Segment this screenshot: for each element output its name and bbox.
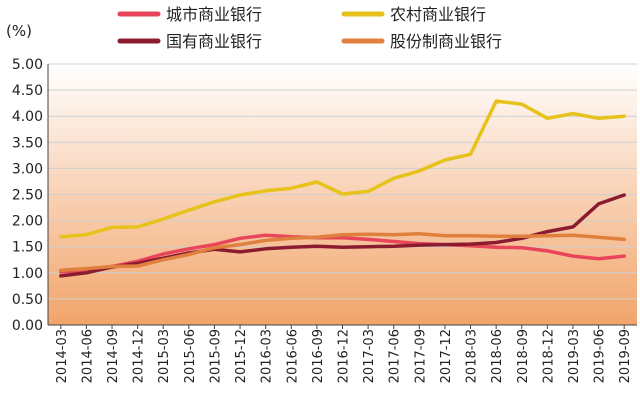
y-tick-label: 4.50 [12, 83, 43, 99]
x-tick-label: 2018-06 [490, 329, 505, 383]
x-tick-label: 2017-09 [413, 329, 428, 383]
y-unit-label: (%) [6, 22, 32, 40]
x-tick-label: 2015-03 [157, 329, 172, 383]
x-tick-label: 2016-03 [260, 329, 275, 383]
legend-label: 股份制商业银行 [390, 32, 502, 51]
x-tick-label: 2015-12 [234, 329, 249, 383]
x-tick-label: 2015-09 [208, 329, 223, 383]
x-tick-label: 2018-09 [516, 329, 531, 383]
x-tick-label: 2016-06 [285, 329, 300, 383]
x-axis: 2014-03 2014-06 2014-09 2014-12 2015-03 2015-… [55, 325, 633, 383]
legend-label: 国有商业银行 [166, 32, 262, 51]
x-tick-label: 2017-12 [439, 329, 454, 383]
y-tick-label: 4.00 [12, 109, 43, 125]
x-tick-label: 2019-06 [593, 329, 608, 383]
y-tick-label: 2.00 [12, 214, 43, 230]
y-tick-label: 2.50 [12, 188, 43, 204]
y-tick-label: 3.00 [12, 161, 43, 177]
legend-label: 农村商业银行 [390, 5, 486, 24]
x-tick-label: 2014-03 [55, 329, 70, 383]
y-tick-label: 0.50 [12, 292, 43, 308]
x-tick-label: 2014-06 [80, 329, 95, 383]
y-tick-label: 0.00 [12, 318, 43, 334]
x-tick-label: 2018-03 [465, 329, 480, 383]
series-line-1 [59, 99, 626, 239]
x-tick-label: 2017-06 [388, 329, 403, 383]
series-line-3 [59, 231, 626, 272]
x-tick-label: 2018-12 [541, 329, 556, 383]
series-line-0 [59, 233, 626, 274]
series-lines [59, 99, 626, 278]
watermark-text: 头条 @冒险恒星 [512, 392, 614, 409]
x-tick-label: 2017-03 [362, 329, 377, 383]
x-tick-label: 2019-09 [618, 329, 633, 383]
x-tick-label: 2016-09 [311, 329, 326, 383]
y-tick-label: 5.00 [12, 57, 43, 73]
y-tick-label: 3.50 [12, 135, 43, 151]
watermark: 头条 @冒险恒星 [512, 392, 614, 409]
x-tick-label: 2014-09 [106, 329, 121, 383]
y-tick-label: 1.00 [12, 266, 43, 282]
y-tick-label: 1.50 [12, 240, 43, 256]
legend-label: 城市商业银行 [166, 5, 262, 24]
x-tick-label: 2016-12 [337, 329, 352, 383]
x-tick-label: 2019-03 [567, 329, 582, 383]
x-tick-label: 2015-06 [183, 329, 198, 383]
x-tick-label: 2014-12 [132, 329, 147, 383]
